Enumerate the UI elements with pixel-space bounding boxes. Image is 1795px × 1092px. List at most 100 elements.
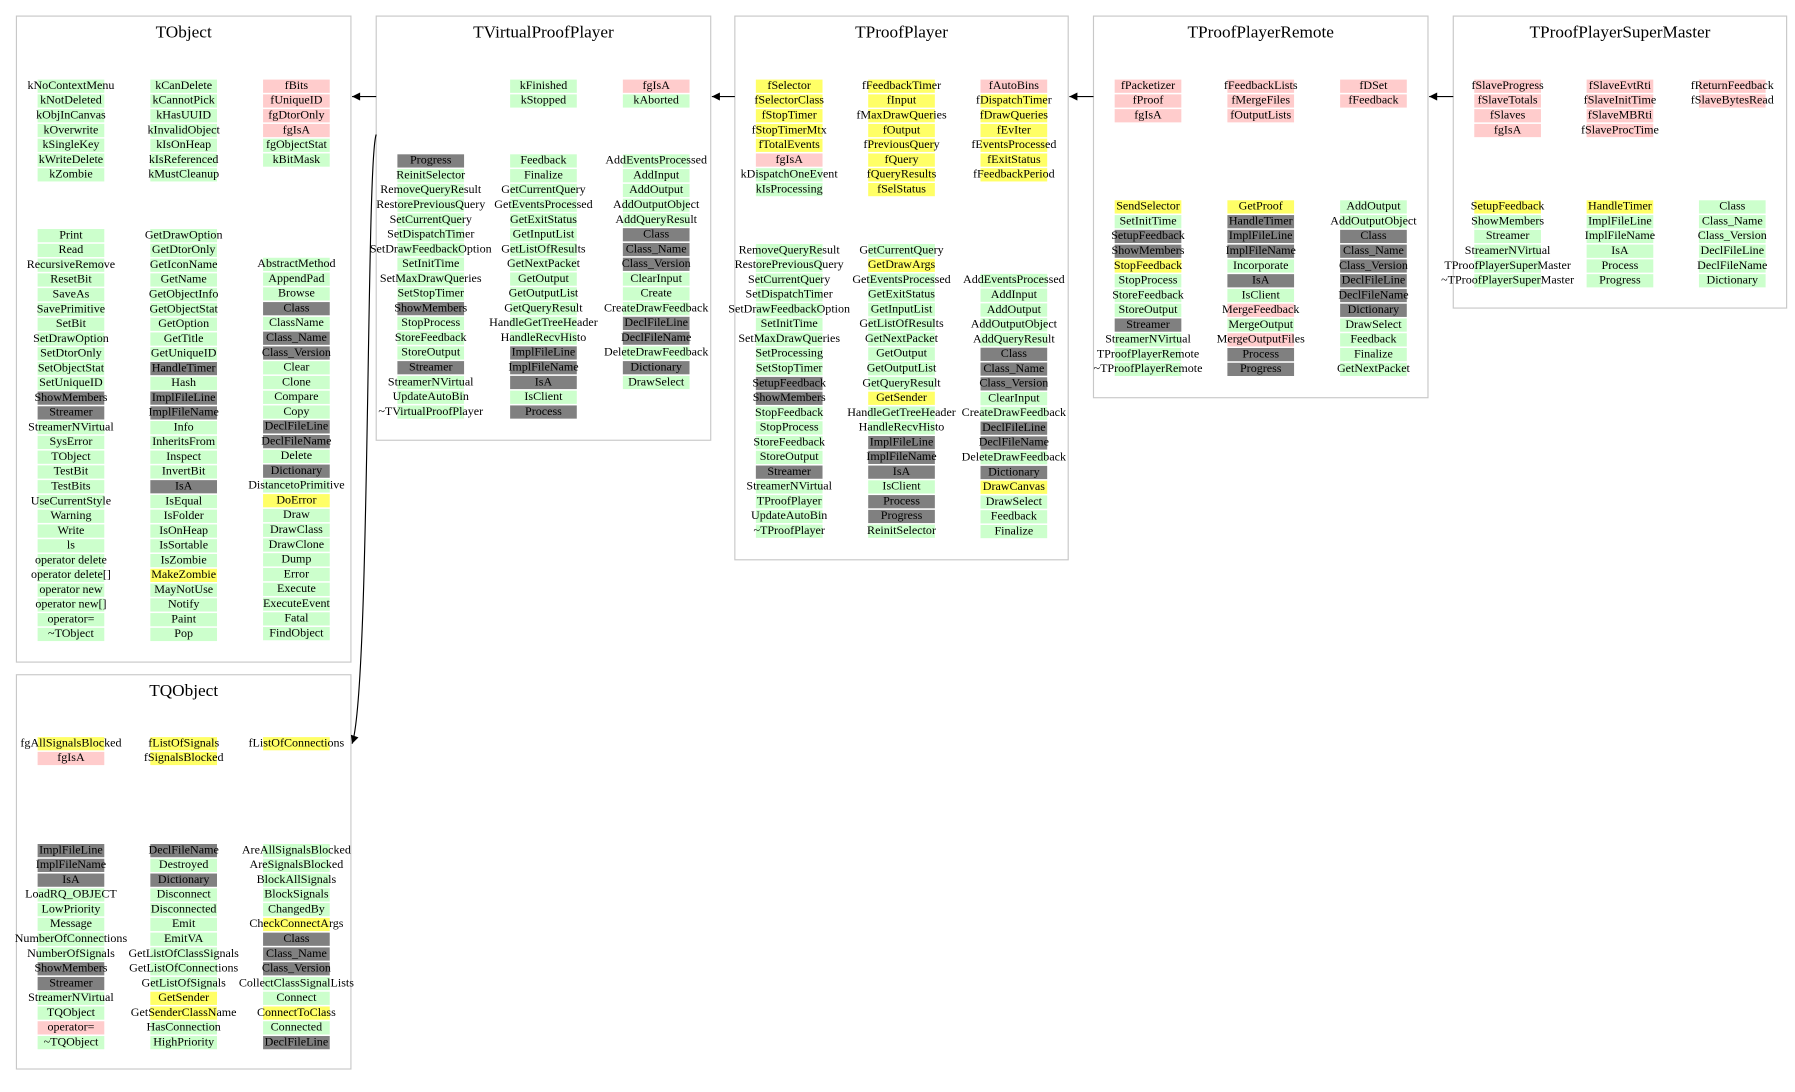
member-name: DrawClass: [270, 522, 323, 536]
member-highlight: [263, 123, 330, 138]
member-name: UseCurrentStyle: [31, 493, 111, 507]
member-highlight: [868, 79, 935, 93]
member-name: fListOfSignals: [148, 735, 219, 749]
member-highlight: [1114, 333, 1182, 347]
member-name: ImplFileName: [508, 359, 578, 373]
member-highlight: [980, 109, 1048, 123]
member-name: StoreFeedback: [1112, 287, 1185, 301]
member-name: Feedback: [520, 153, 567, 167]
member-highlight: [150, 627, 218, 642]
member-highlight: [150, 494, 218, 509]
member-name: ShowMembers: [1471, 213, 1544, 227]
member-name: fDSet: [1359, 78, 1388, 92]
member-name: GetOutputList: [509, 286, 579, 300]
member-highlight: [980, 79, 1048, 93]
member-highlight: [755, 524, 823, 538]
member-name: ClearInput: [988, 390, 1040, 404]
member-name: DrawCanvas: [983, 479, 1046, 493]
member-highlight: [150, 1021, 218, 1035]
member-highlight: [622, 213, 690, 227]
member-name: Progress: [1240, 361, 1282, 375]
member-name: StopProcess: [401, 315, 460, 329]
member-highlight: [263, 737, 330, 751]
member-name: IsA: [62, 872, 80, 886]
member-highlight: [510, 272, 577, 286]
member-name: fgIsA: [283, 122, 311, 136]
member-name: SetStopTimer: [756, 361, 823, 375]
member-name: operator delete: [35, 552, 107, 566]
member-name: DoError: [276, 492, 316, 506]
member-highlight: [37, 858, 105, 872]
member-highlight: [1340, 348, 1407, 362]
member-highlight: [1698, 229, 1766, 244]
member-highlight: [510, 154, 577, 168]
member-name: StoreFeedback: [753, 434, 826, 448]
member-highlight: [37, 168, 105, 182]
member-name: ConnectToClass: [257, 1005, 336, 1019]
member-name: AddOutput: [629, 182, 684, 196]
member-highlight: [980, 168, 1048, 182]
member-highlight: [150, 962, 218, 976]
member-highlight: [37, 568, 105, 582]
member-name: InheritsFrom: [152, 434, 216, 448]
member-highlight: [37, 435, 105, 450]
member-name: Streamer: [767, 464, 810, 478]
member-highlight: [37, 465, 105, 479]
member-name: SetInitTime: [761, 316, 818, 330]
member-highlight: [622, 287, 690, 301]
member-name: ImplFileName: [36, 857, 106, 871]
member-highlight: [980, 273, 1048, 288]
member-highlight: [980, 510, 1048, 524]
member-name: HandleTimer: [1588, 199, 1652, 213]
member-name: Class: [283, 300, 309, 314]
member-highlight: [755, 465, 823, 479]
member-name: Inspect: [166, 449, 201, 463]
member-name: DeleteDrawFeedback: [962, 449, 1067, 463]
member-highlight: [150, 568, 218, 582]
member-name: GetInputList: [513, 227, 575, 241]
member-highlight: [150, 480, 218, 494]
member-name: Read: [59, 242, 84, 256]
member-name: TQObject: [47, 1005, 96, 1019]
member-name: IsZombie: [161, 552, 207, 566]
member-name: Streamer: [409, 359, 452, 373]
member-name: BlockAllSignals: [257, 872, 337, 886]
member-highlight: [150, 509, 218, 523]
member-name: RemoveQueryResult: [739, 242, 841, 256]
member-name: kHasUUID: [156, 108, 211, 122]
member-highlight: [510, 287, 577, 301]
member-name: DrawClone: [269, 537, 325, 551]
member-highlight: [1474, 274, 1541, 288]
member-highlight: [150, 79, 218, 93]
member-highlight: [263, 538, 330, 552]
member-highlight: [1586, 215, 1654, 229]
member-name: IsA: [535, 374, 553, 388]
member-highlight: [37, 361, 105, 376]
member-name: HandleTimer: [152, 360, 216, 374]
member-name: DeclFileLine: [982, 420, 1046, 434]
member-highlight: [755, 303, 823, 317]
member-name: StoreFeedback: [395, 330, 468, 344]
member-highlight: [150, 273, 218, 287]
member-highlight: [622, 331, 690, 345]
member-name: GetExitStatus: [868, 287, 935, 301]
member-name: fDispatchTimer: [976, 93, 1052, 107]
member-highlight: [622, 346, 690, 360]
member-highlight: [397, 302, 465, 316]
member-highlight: [1474, 259, 1541, 273]
member-highlight: [755, 138, 823, 152]
member-highlight: [868, 168, 935, 182]
member-highlight: [37, 317, 105, 331]
member-highlight: [150, 94, 218, 108]
member-name: AddEventsProcessed: [605, 153, 707, 167]
member-name: Process: [883, 493, 920, 507]
member-name: fMaxDrawQueries: [856, 108, 947, 122]
member-name: fEventsProcessed: [971, 137, 1056, 151]
member-name: Dictionary: [271, 463, 323, 477]
member-highlight: [150, 138, 218, 152]
member-name: AppendPad: [268, 271, 324, 285]
member-highlight: [397, 346, 465, 360]
